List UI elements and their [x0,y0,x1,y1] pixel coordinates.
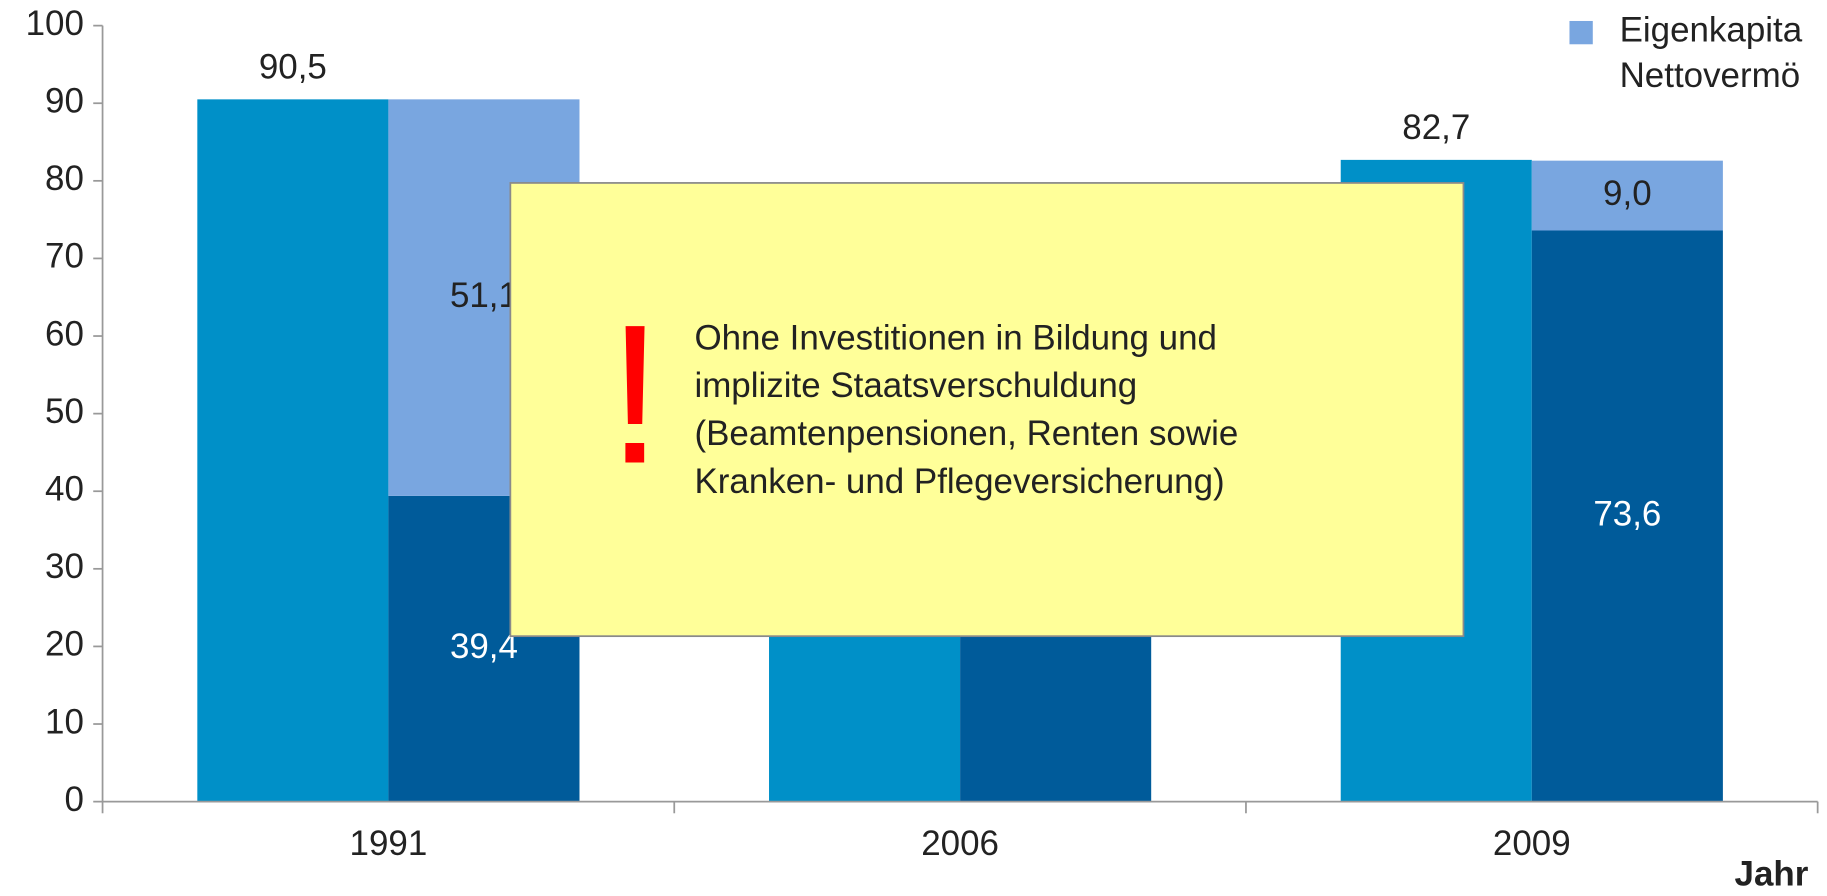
annotation-line: implizite Staatsverschuldung [694,366,1137,405]
y-tick-label: 60 [45,314,84,353]
annotation-box [509,182,1465,638]
y-tick-label: 0 [64,780,83,819]
y-tick-label: 30 [45,547,84,586]
annotation-icon: ! [608,283,663,504]
data-label: 90,5 [259,47,327,86]
legend-label: Eigenkapita Nettovermö [1620,11,1803,95]
x-tick-label: 1991 [350,824,428,863]
y-tick-label: 50 [45,392,84,431]
legend-label-line: Eigenkapita [1620,11,1803,50]
bar [197,99,389,802]
y-tick-label: 20 [45,625,84,664]
data-label: 39,4 [450,627,518,666]
bar [1531,230,1723,802]
y-tick-label: 70 [45,237,84,276]
y-tick-label: 90 [45,81,84,120]
y-tick-label: 80 [45,159,84,198]
y-tick-label: 40 [45,469,84,508]
data-label: 73,6 [1593,494,1661,533]
y-tick-label: 100 [26,4,84,43]
annotation-line: (Beamtenpensionen, Renten sowie [694,414,1238,453]
annotation-line: Ohne Investitionen in Bildung und [694,318,1217,357]
legend-label-line: Nettovermö [1620,56,1801,95]
data-label: 82,7 [1402,108,1470,147]
data-label: 51,1 [450,276,518,315]
x-tick-label: 2009 [1493,824,1571,863]
annotation-line: Kranken- und Pflegeversicherung) [694,462,1224,501]
x-axis-label: Jahr [1735,854,1809,893]
y-tick-label: 10 [45,702,84,741]
data-label: 9,0 [1603,174,1652,213]
bar [1531,160,1723,231]
x-tick-label: 2006 [921,824,999,863]
legend-swatch [1569,20,1593,45]
